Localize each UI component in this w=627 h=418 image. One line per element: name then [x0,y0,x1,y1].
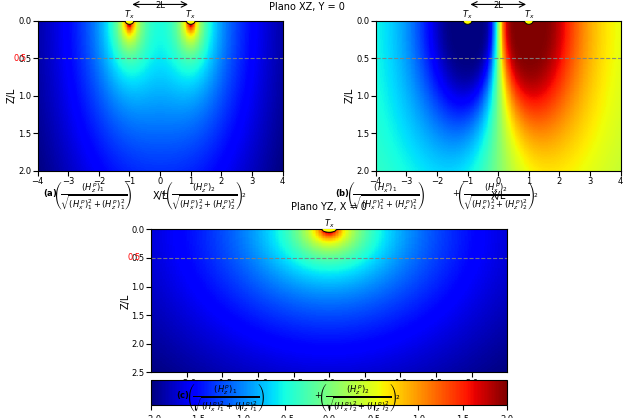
Text: 0.5: 0.5 [127,253,140,263]
X-axis label: X/L: X/L [490,191,506,201]
Ellipse shape [463,18,472,24]
Text: 0.5: 0.5 [14,54,27,63]
Text: $T_x$: $T_x$ [462,9,473,21]
Text: $T_x$: $T_x$ [524,9,534,21]
Title: Plano YZ, X = 0: Plano YZ, X = 0 [291,202,367,212]
X-axis label: X/L: X/L [152,191,168,201]
Ellipse shape [186,18,195,24]
Y-axis label: Z/L: Z/L [7,88,17,104]
X-axis label: Y/L: Y/L [322,393,337,403]
Text: $\mathbf{(b)}\!\left(\!\dfrac{(H_x^{\,p})_1}{\sqrt{(H_x^{\,p})_1^2+(H_z^{\,p})_1: $\mathbf{(b)}\!\left(\!\dfrac{(H_x^{\,p}… [335,179,425,212]
Text: $T_x$: $T_x$ [186,9,196,21]
Y-axis label: Z/L: Z/L [120,293,130,308]
Text: $+\!\left(\!\dfrac{(H_z^{\,p})_2}{\sqrt{(H_x^{\,p})_2^2+(H_z^{\,p})_2^2}}\!\righ: $+\!\left(\!\dfrac{(H_z^{\,p})_2}{\sqrt{… [314,381,400,414]
Title: Plano XZ, Y = 0: Plano XZ, Y = 0 [269,2,345,12]
Text: $+\!\left(\!\dfrac{(H_x^{\,p})_2}{\sqrt{(H_x^{\,p})_2^2+(H_z^{\,p})_2^2}}\!\righ: $+\!\left(\!\dfrac{(H_x^{\,p})_2}{\sqrt{… [451,179,539,212]
Ellipse shape [125,18,134,24]
Text: $\mathbf{(a)}\!\left(\!\dfrac{(H_z^{\,p})_1}{\sqrt{(H_x^{\,p})_1^2+(H_z^{\,p})_1: $\mathbf{(a)}\!\left(\!\dfrac{(H_z^{\,p}… [43,179,133,212]
Ellipse shape [525,18,533,24]
Text: $\mathbf{(c)}\!\left(\!\dfrac{(H_z^{\,p})_1}{\sqrt{(H_x^{\,p})_1^2+(H_z^{\,p})_1: $\mathbf{(c)}\!\left(\!\dfrac{(H_z^{\,p}… [176,381,265,414]
Ellipse shape [322,227,336,232]
Text: $T_x$: $T_x$ [124,9,135,21]
Text: 2L: 2L [155,1,165,10]
Text: 2L: 2L [493,1,503,10]
Y-axis label: Z/L: Z/L [345,88,355,104]
Text: $T_x$: $T_x$ [324,218,334,230]
Text: $+\!\left(\!\dfrac{(H_z^{\,p})_2}{\sqrt{(H_x^{\,p})_2^2+(H_z^{\,p})_2^2}}\!\righ: $+\!\left(\!\dfrac{(H_z^{\,p})_2}{\sqrt{… [160,179,247,212]
